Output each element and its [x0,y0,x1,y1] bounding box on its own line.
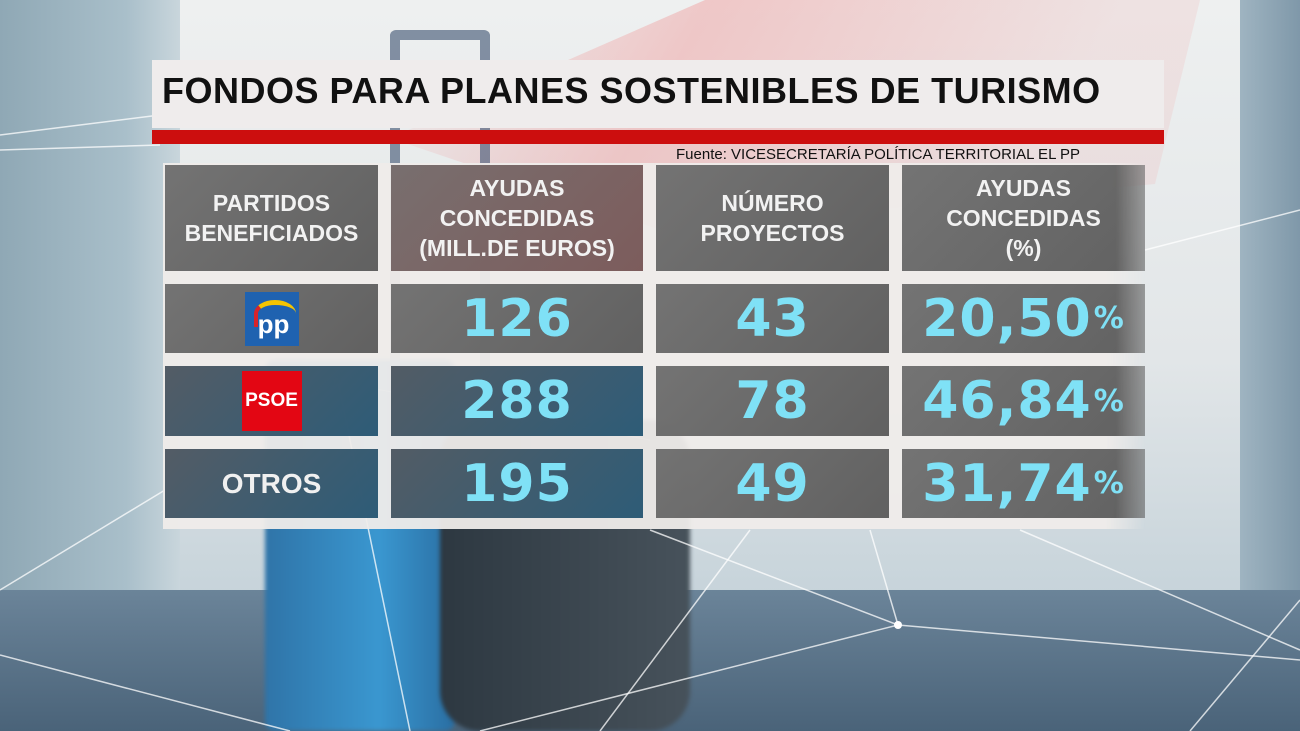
table-row-otros-porcentaje: 31,74% [902,449,1145,518]
header-line: NÚMERO [721,190,824,216]
psoe-logo-icon: PSOE [241,371,302,431]
table-row-psoe-ayudas: 288 [391,366,643,436]
percentage-value: 31,74 [922,453,1092,514]
psoe-logo-text: PSOE [245,390,298,411]
percentage-value: 20,50 [922,288,1092,349]
table-row-otros-ayudas: 195 [391,449,643,518]
header-line: PARTIDOS [212,190,331,216]
pp-logo-icon: pp [244,291,299,346]
table-row-pp-ayudas: 126 [391,284,643,353]
percent-sign: % [1093,466,1125,501]
percent-sign: % [1093,383,1125,419]
table-row-psoe-porcentaje: 46,84% [902,366,1145,436]
source-caption: Fuente: VICESECRETARÍA POLÍTICA TERRITOR… [676,146,1081,163]
header-ayudas-millones: AYUDAS CONCEDIDAS (MILL.DE EUROS) [391,165,643,271]
percent-sign: % [1093,301,1125,336]
table-row-pp-porcentaje: 20,50% [902,284,1145,353]
header-line: (MILL.DE EUROS) [419,235,615,261]
title-banner [152,60,1164,128]
page-title: FONDOS PARA PLANES SOSTENIBLES DE TURISM… [162,70,1101,111]
table-row-otros-party: OTROS [165,449,378,518]
table-row-psoe-proyectos: 78 [656,366,889,436]
header-partidos: PARTIDOS BENEFICIADOS [165,165,378,271]
table-row-pp-proyectos: 43 [656,284,889,353]
header-line: PROYECTOS [700,220,845,246]
header-numero-proyectos: NÚMERO PROYECTOS [656,165,889,271]
percentage-value: 46,84 [922,371,1092,431]
header-line: CONCEDIDAS [439,205,595,231]
header-line: BENEFICIADOS [184,220,359,246]
header-line: CONCEDIDAS [946,205,1101,231]
header-line: AYUDAS [469,175,565,201]
header-line: (%) [1005,235,1042,261]
header-ayudas-porcentaje: AYUDAS CONCEDIDAS (%) [902,165,1145,271]
table-row-pp-party: pp [165,284,378,353]
table-row-otros-proyectos: 49 [656,449,889,518]
header-line: AYUDAS [975,175,1071,201]
table-row-psoe-party: PSOE [165,366,378,436]
title-red-underline [152,130,1164,144]
